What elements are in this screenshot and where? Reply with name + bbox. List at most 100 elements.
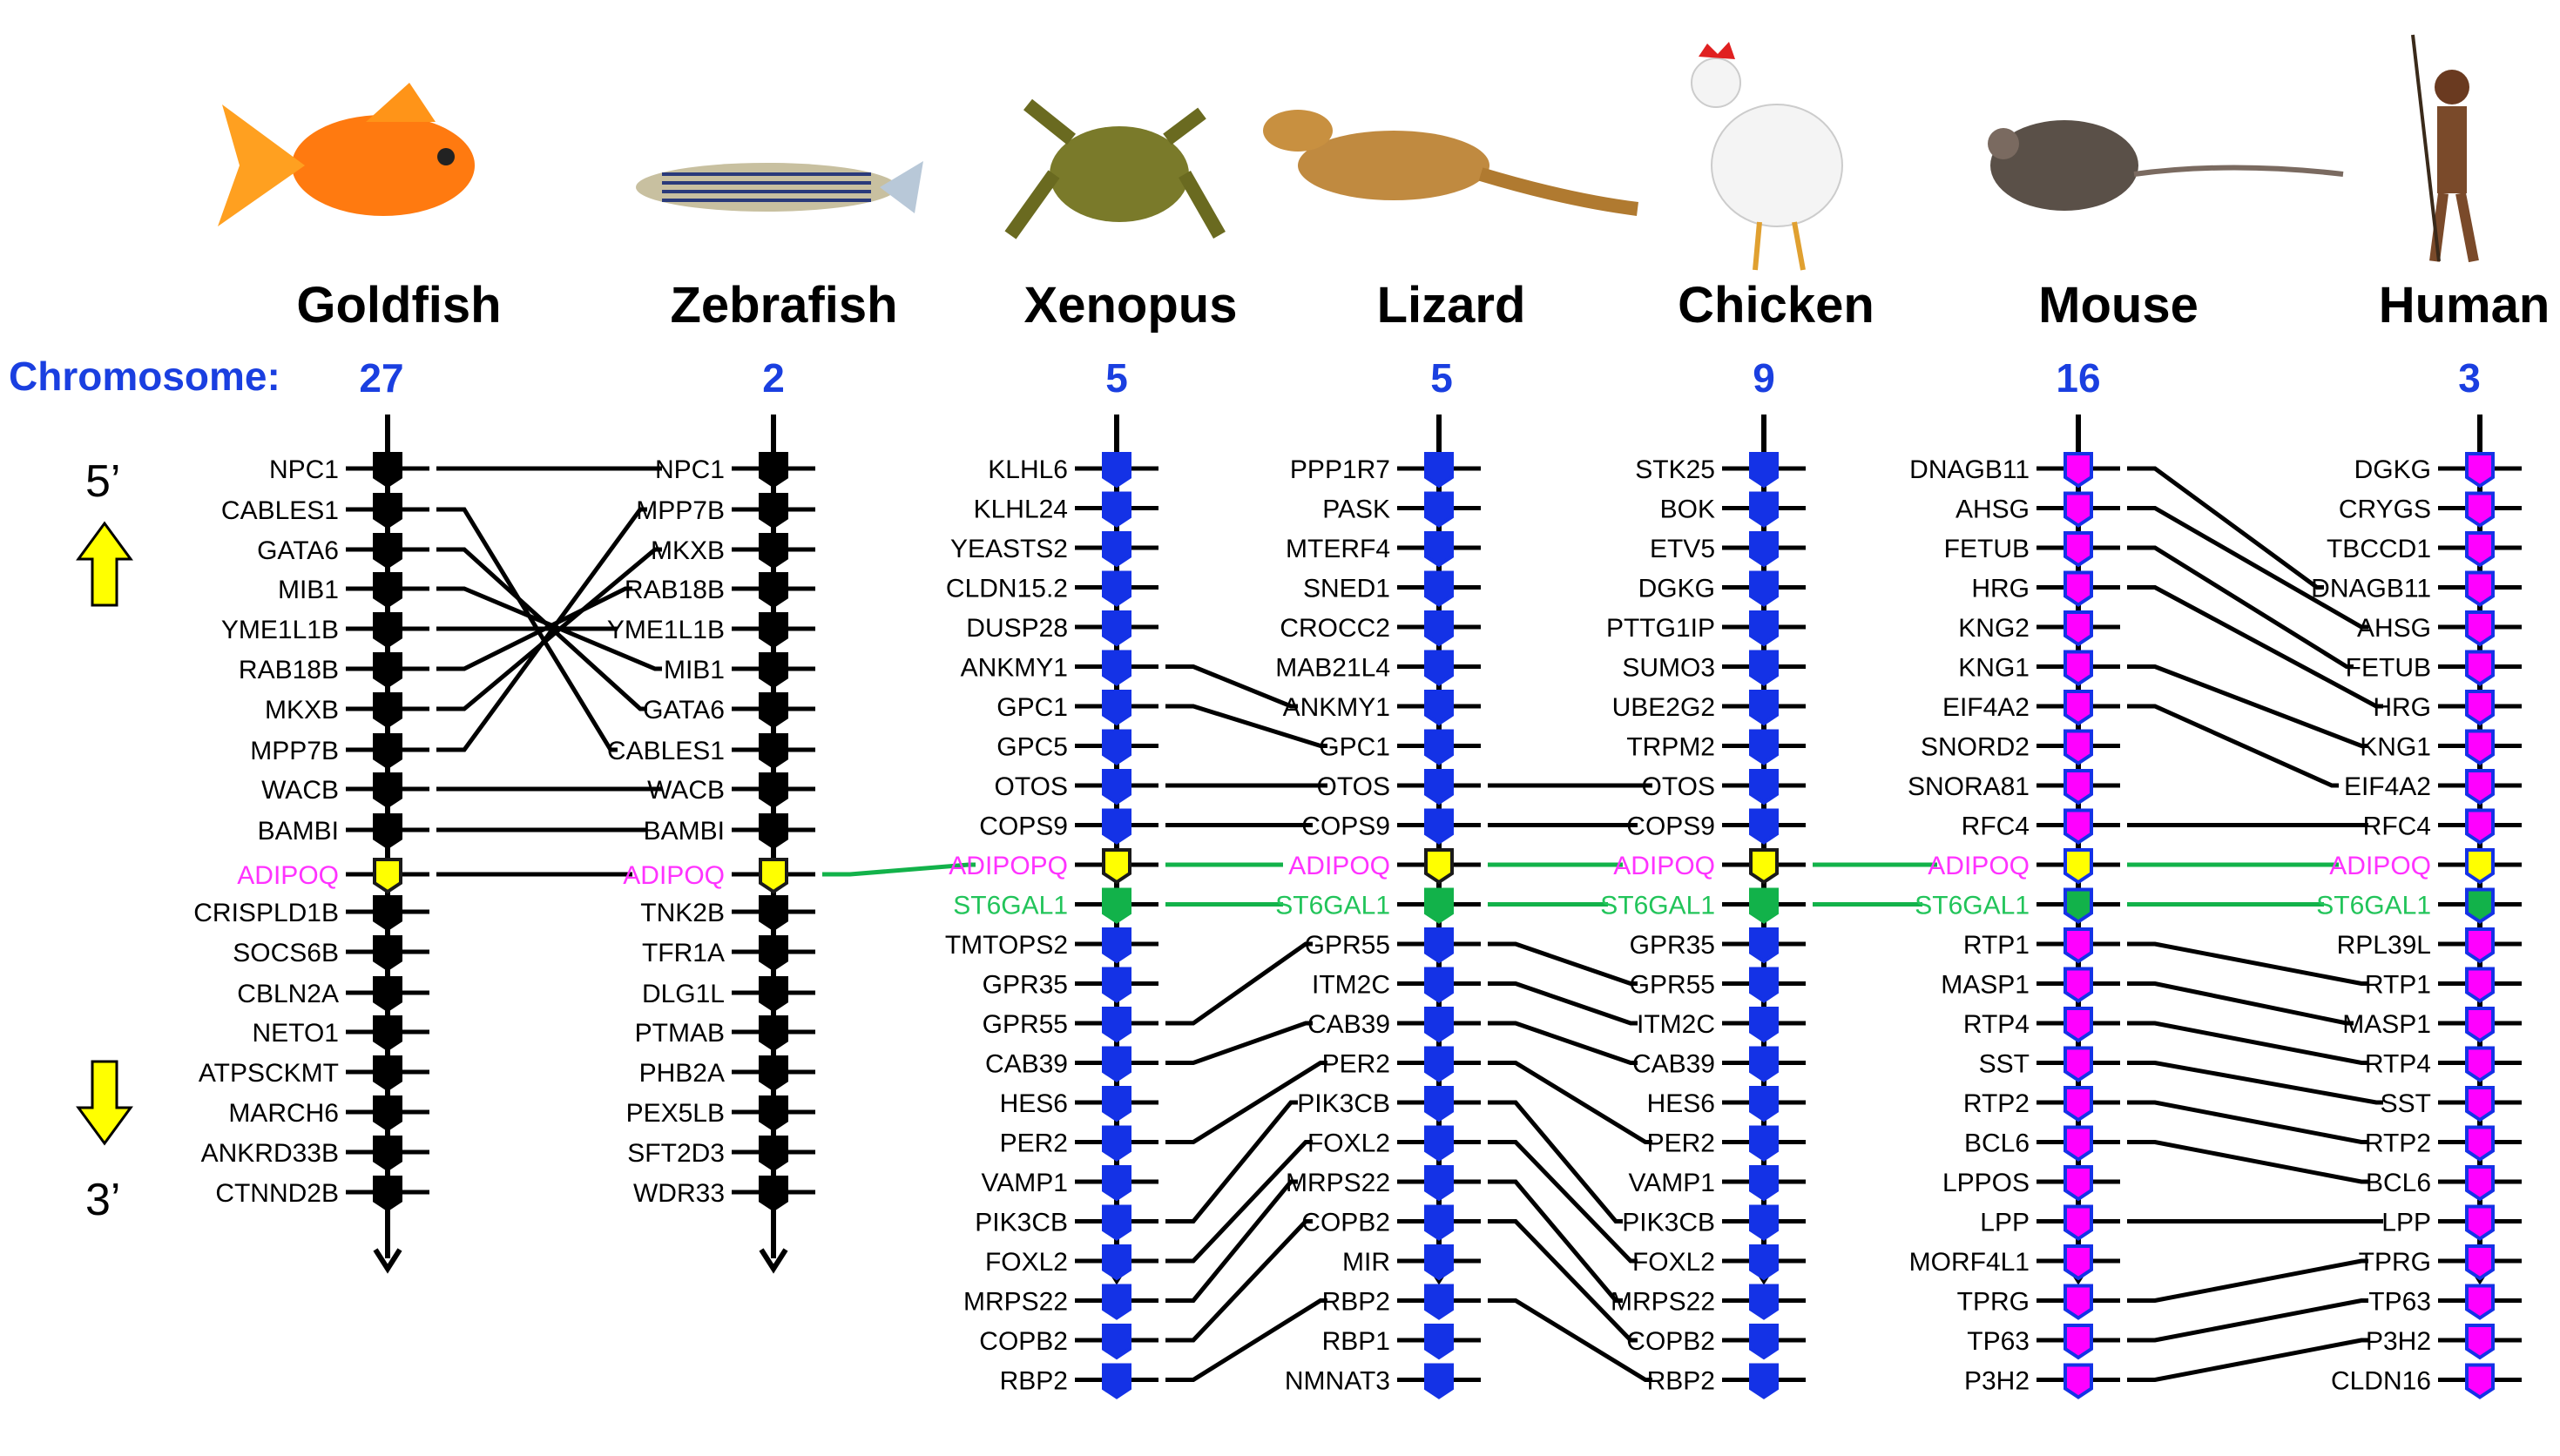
gene-label: GATA6 <box>643 696 725 725</box>
gene-block-eif4a2 <box>2064 690 2093 726</box>
gene-label: YME1L1B <box>607 616 725 644</box>
gene-block-phb2a <box>759 1055 788 1092</box>
gene-label: DNAGB11 <box>2311 575 2431 603</box>
connector-mrps22 <box>1165 1179 1298 1303</box>
gene-block-rbp2 <box>1424 1284 1454 1320</box>
gene-label: TPRG <box>2359 1248 2431 1277</box>
gene-block-eif4a2 <box>2465 769 2495 806</box>
gene-label: ADIPOQ <box>1288 852 1390 880</box>
gene-label: GPR55 <box>1305 931 1390 960</box>
species-lizard: PPP1R7 PASK MTERF4 SNED1 CROCC2 MAB21L4 ANKMY1… <box>1275 415 1481 1399</box>
connector-per2 <box>1165 1061 1327 1144</box>
gene-label: ANKRD33B <box>201 1139 339 1168</box>
gene-block-masp1 <box>2465 1007 2495 1043</box>
gene-block-npc1 <box>759 452 788 489</box>
gene-label: RFC4 <box>1962 812 2030 841</box>
gene-block-lpp <box>2064 1204 2093 1241</box>
gene-label: COPS9 <box>979 812 1068 841</box>
gene-block-mterf4 <box>1424 531 1454 568</box>
gene-label: GPR55 <box>1630 971 1715 1000</box>
gene-block-etv5 <box>1749 531 1779 568</box>
frog-illustration <box>1004 98 1226 239</box>
gene-block-ahsg <box>2465 610 2495 647</box>
gene-label: NPC1 <box>269 455 339 484</box>
gene-label: ST6GAL1 <box>1275 892 1390 920</box>
gene-label: RFC4 <box>2363 812 2431 841</box>
gene-block-dlg1l <box>759 976 788 1013</box>
gene-block-rtp4 <box>2064 1007 2093 1043</box>
connector-tp63 <box>2127 1298 2368 1343</box>
gene-block-vamp1 <box>1749 1165 1779 1202</box>
gene-block-pex5lb <box>759 1095 788 1132</box>
gene-label: RPL39L <box>2337 931 2431 960</box>
gene-label: VAMP1 <box>1629 1169 1715 1197</box>
gene-label: SOCS6B <box>233 939 339 967</box>
gene-label: COPS9 <box>1626 812 1715 841</box>
gene-block-bambi <box>373 813 402 850</box>
connector-rbp2 <box>1488 1298 1652 1382</box>
gene-block-tnk2b <box>759 895 788 932</box>
gene-block-rtp1 <box>2064 927 2093 964</box>
gene-block-kng1 <box>2064 650 2093 686</box>
gene-block-hes6 <box>1102 1086 1131 1122</box>
gene-block-crocc2 <box>1424 610 1454 647</box>
connector-mpp7b <box>436 507 647 752</box>
gene-label: MIB1 <box>278 576 339 604</box>
gene-block-rtp1 <box>2465 967 2495 1003</box>
gene-label: KLHL24 <box>974 495 1068 524</box>
gene-block-wdr33 <box>759 1176 788 1212</box>
gene-block-tfr1a <box>759 935 788 972</box>
gene-block-mrps22 <box>1102 1284 1131 1320</box>
gene-label: FOXL2 <box>1307 1129 1390 1158</box>
gene-block-yeasts2 <box>1102 531 1131 568</box>
gene-block-neto1 <box>373 1015 402 1052</box>
gene-block-otos <box>1749 769 1779 806</box>
gene-label: SFT2D3 <box>627 1139 725 1168</box>
gene-block-march6 <box>373 1095 402 1132</box>
gene-label: FETUB <box>1944 535 2030 563</box>
chromosome-tracks: NPC1 CABLES1 GATA6 MIB1 YME1L1B RAB18B MKXB MPP… <box>193 415 2522 1399</box>
connector-adipoq <box>822 862 976 877</box>
gene-block-mib1 <box>759 652 788 689</box>
gene-block-st6gal1 <box>2465 887 2495 924</box>
connector-gpr55 <box>1488 941 1638 986</box>
gene-label: GPC5 <box>996 733 1068 762</box>
gene-block-cab39 <box>1749 1046 1779 1082</box>
human-illustration <box>2411 34 2479 263</box>
gene-block-ankmy1 <box>1424 690 1454 726</box>
gene-label: ATPSCKMT <box>199 1059 339 1088</box>
connector-rtp2 <box>2127 1100 2368 1144</box>
gene-block-mpp7b <box>759 493 788 529</box>
gene-label: DGKG <box>1638 575 1715 603</box>
chromosome-label: Chromosome: <box>9 354 280 399</box>
gene-label: OTOS <box>995 772 1068 801</box>
gene-label: BOK <box>1660 495 1715 524</box>
gene-label: MIR <box>1342 1248 1390 1277</box>
gene-label: TBCCD1 <box>2327 535 2431 563</box>
gene-label: CRISPLD1B <box>193 899 339 927</box>
connector-foxl2 <box>1488 1140 1638 1264</box>
gene-label: DLG1L <box>642 980 725 1008</box>
gene-label: DNAGB11 <box>1909 455 2030 484</box>
gene-label: CABLES1 <box>221 496 339 525</box>
gene-block-mrps22 <box>1424 1165 1454 1202</box>
gene-label: ANKMY1 <box>961 654 1068 683</box>
connector-pik3cb <box>1165 1100 1298 1223</box>
gene-block-ankrd33b <box>373 1136 402 1172</box>
gene-label: UBE2G2 <box>1612 693 1715 722</box>
gene-label: ITM2C <box>1312 971 1390 1000</box>
gene-label: RBP2 <box>1000 1367 1068 1396</box>
gene-label: ST6GAL1 <box>1600 892 1715 920</box>
gene-block-tp63 <box>2064 1324 2093 1360</box>
gene-label: GPR35 <box>983 971 1068 1000</box>
gene-label: SNED1 <box>1303 575 1390 603</box>
gene-block-gpc1 <box>1102 690 1131 726</box>
gene-label: RAB18B <box>239 656 339 684</box>
gene-block-gata6 <box>373 533 402 570</box>
gene-block-rtp4 <box>2465 1046 2495 1082</box>
gene-label: TRPM2 <box>1626 733 1715 762</box>
gene-block-hrg <box>2064 570 2093 607</box>
gene-label: AHSG <box>2357 614 2431 643</box>
gene-label: SNORA81 <box>1908 772 2030 801</box>
gene-label: SST <box>2381 1089 2431 1118</box>
